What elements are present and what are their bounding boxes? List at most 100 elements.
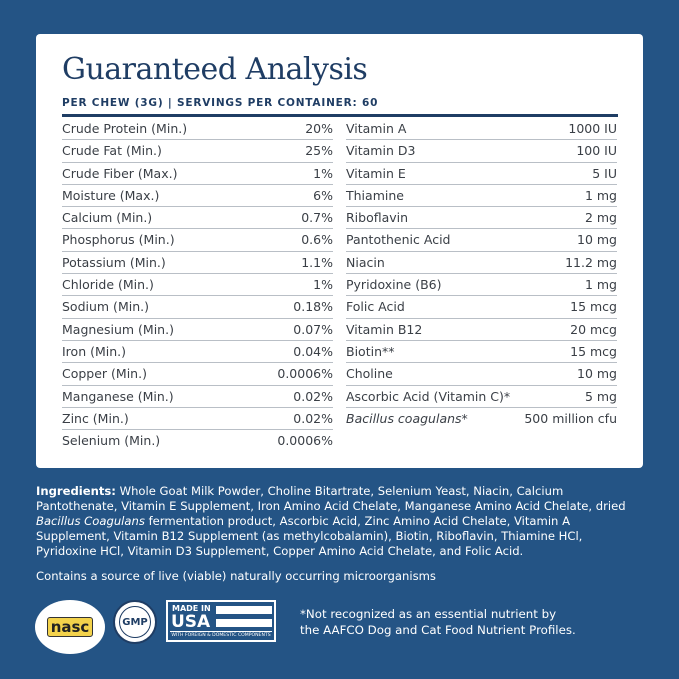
nutrient-value: 1%	[313, 165, 333, 181]
nutrient-value: 15 mcg	[570, 299, 617, 315]
footnote: *Not recognized as an essential nutrient…	[300, 606, 576, 638]
nutrient-value: 100 IU	[576, 143, 617, 159]
nutrient-name: Crude Fiber (Max.)	[62, 165, 178, 181]
nutrient-name: Iron (Min.)	[62, 343, 127, 359]
made-in-usa-logo: MADE IN USA WITH FOREIGN & DOMESTIC COMP…	[166, 600, 276, 642]
footnote-line: *Not recognized as an essential nutrient…	[300, 607, 557, 621]
nutrient-value: 1%	[313, 277, 333, 293]
nutrient-name: Calcium (Min.)	[62, 210, 153, 226]
nutrient-value: 20%	[305, 121, 333, 136]
nutrient-value: 0.6%	[301, 232, 333, 248]
nutrient-row: Niacin 11.2 mg	[346, 252, 617, 275]
analysis-left-column: Crude Protein (Min.) 20% Crude Fat (Min.) 2…	[62, 118, 333, 451]
nutrient-row: Potassium (Min.) 1.1%	[62, 252, 333, 275]
nutrient-row: Pantothenic Acid 10 mg	[346, 229, 617, 252]
ingredients-label: Ingredients:	[36, 484, 116, 498]
nutrient-row: Phosphorus (Min.) 0.6%	[62, 229, 333, 252]
nutrient-name: Manganese (Min.)	[62, 388, 174, 404]
nutrient-value: 0.02%	[293, 388, 333, 404]
nutrient-row: Thiamine 1 mg	[346, 185, 617, 208]
analysis-right-column: Vitamin A 1000 IU Vitamin D3 100 IU Vitamin …	[346, 118, 617, 429]
nutrient-value: 15 mcg	[570, 343, 617, 359]
usa-bottom-text: WITH FOREIGN & DOMESTIC COMPONENTS	[170, 631, 272, 638]
nutrient-value: 0.0006%	[277, 366, 333, 382]
nutrient-name: Vitamin E	[346, 165, 406, 181]
ingredients-text: fermentation product, Ascorbic Acid, Zin…	[36, 514, 583, 558]
nutrient-name: Crude Protein (Min.)	[62, 121, 188, 136]
nutrient-name: Vitamin B12	[346, 321, 423, 337]
divider	[62, 114, 618, 117]
nutrient-row: Pyridoxine (B6) 1 mg	[346, 274, 617, 297]
nutrient-row: Copper (Min.) 0.0006%	[62, 363, 333, 386]
live-note: Contains a source of live (viable) natur…	[36, 569, 436, 583]
nutrient-name: Zinc (Min.)	[62, 410, 129, 426]
ingredients-italic: Bacillus Coagulans	[36, 514, 145, 528]
nutrient-value: 1 mg	[584, 277, 617, 293]
page-title: Guaranteed Analysis	[62, 52, 368, 87]
nutrient-row: Sodium (Min.) 0.18%	[62, 296, 333, 319]
nutrient-name: Phosphorus (Min.)	[62, 232, 175, 248]
serving-info: PER CHEW (3G) | SERVINGS PER CONTAINER: …	[62, 97, 379, 109]
usa-text: USA	[171, 612, 211, 632]
nutrient-name: Moisture (Max.)	[62, 187, 160, 203]
nutrient-value: 1 mg	[584, 187, 617, 203]
nutrient-row: Iron (Min.) 0.04%	[62, 341, 333, 364]
nutrient-name: Chloride (Min.)	[62, 277, 154, 293]
nutrient-row: Crude Fiber (Max.) 1%	[62, 163, 333, 185]
nutrient-name: Ascorbic Acid (Vitamin C)*	[346, 388, 511, 404]
usa-top-text: MADE IN	[172, 604, 211, 613]
nutrient-row: Bacillus coagulans* 500 million cfu	[346, 408, 617, 429]
footnote-line: the AAFCO Dog and Cat Food Nutrient Prof…	[300, 623, 576, 637]
nutrient-value: 0.18%	[293, 299, 333, 315]
nutrient-row: Vitamin E 5 IU	[346, 163, 617, 185]
nutrient-row: Choline 10 mg	[346, 363, 617, 386]
nutrient-name: Folic Acid	[346, 299, 405, 315]
nutrient-row: Folic Acid 15 mcg	[346, 296, 617, 319]
gmp-text: GMP	[119, 606, 151, 638]
flag-stripe	[216, 606, 272, 614]
nutrient-row: Zinc (Min.) 0.02%	[62, 408, 333, 431]
nutrient-value: 10 mg	[577, 232, 617, 248]
nutrient-name: Pantothenic Acid	[346, 232, 451, 248]
nutrient-name: Vitamin A	[346, 121, 407, 136]
nutrient-name: Choline	[346, 366, 393, 382]
nutrient-row: Riboflavin 2 mg	[346, 207, 617, 230]
nutrient-row: Calcium (Min.) 0.7%	[62, 207, 333, 230]
nutrient-row: Vitamin A 1000 IU	[346, 118, 617, 141]
gmp-logo: GMP	[113, 600, 157, 644]
nutrient-value: 0.7%	[301, 210, 333, 226]
nutrient-row: Selenium (Min.) 0.0006%	[62, 430, 333, 451]
nutrient-row: Vitamin B12 20 mcg	[346, 319, 617, 341]
nutrient-value: 0.07%	[293, 321, 333, 337]
nutrient-name: Copper (Min.)	[62, 366, 147, 382]
nutrient-value: 500 million cfu	[524, 410, 617, 426]
nutrient-name: Sodium (Min.)	[62, 299, 149, 315]
nutrient-value: 5 IU	[592, 165, 617, 181]
ingredients-text: Whole Goat Milk Powder, Choline Bitartra…	[36, 484, 626, 513]
nutrient-name: Potassium (Min.)	[62, 254, 166, 270]
nasc-text: nasc	[46, 617, 94, 637]
nutrient-value: 1000 IU	[568, 121, 617, 136]
nutrient-name: Thiamine	[346, 187, 404, 203]
nutrient-value: 6%	[313, 187, 333, 203]
nutrient-name: Magnesium (Min.)	[62, 321, 174, 337]
nutrient-row: Crude Fat (Min.) 25%	[62, 140, 333, 163]
nutrient-value: 0.02%	[293, 410, 333, 426]
nutrient-value: 2 mg	[584, 210, 617, 226]
nutrient-value: 25%	[305, 143, 333, 159]
nutrient-name: Riboflavin	[346, 210, 409, 226]
nutrient-value: 1.1%	[301, 254, 333, 270]
nutrient-name: Niacin	[346, 254, 385, 270]
nutrient-value: 0.0006%	[277, 433, 333, 449]
nutrient-value: 11.2 mg	[565, 254, 617, 270]
nutrient-value: 5 mg	[584, 388, 617, 404]
nutrient-name: Biotin**	[346, 343, 395, 359]
nutrient-name: Vitamin D3	[346, 143, 416, 159]
nutrient-row: Biotin** 15 mcg	[346, 341, 617, 364]
nutrient-name: Pyridoxine (B6)	[346, 277, 442, 293]
nutrient-row: Magnesium (Min.) 0.07%	[62, 319, 333, 341]
nasc-seal-logo: nasc	[35, 600, 105, 654]
nutrient-name: Crude Fat (Min.)	[62, 143, 162, 159]
flag-stripe	[216, 619, 272, 627]
guaranteed-analysis-card: Guaranteed Analysis PER CHEW (3G) | SERV…	[36, 34, 643, 468]
